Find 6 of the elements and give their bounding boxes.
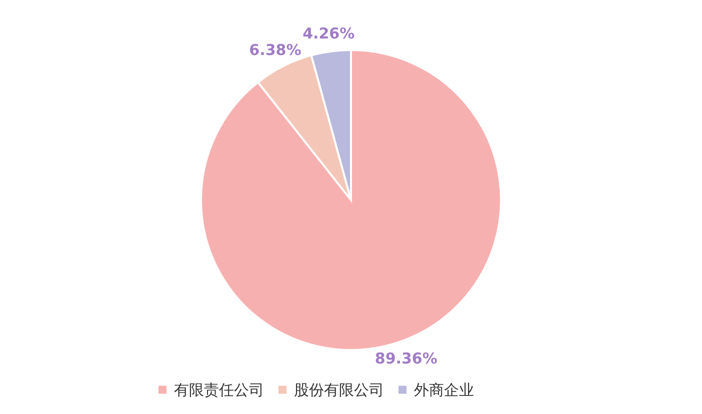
legend-label: 外商企业 xyxy=(414,380,474,399)
legend-label: 股份有限公司 xyxy=(294,380,384,399)
data-label: 89.36% xyxy=(374,350,438,368)
legend-label: 有限责任公司 xyxy=(174,380,264,399)
data-label: 6.38% xyxy=(249,41,302,60)
data-label: 4.26% xyxy=(302,24,355,42)
